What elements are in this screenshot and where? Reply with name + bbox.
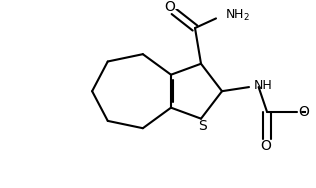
Text: O: O	[164, 0, 175, 14]
Text: NH$_2$: NH$_2$	[225, 8, 250, 23]
Text: O: O	[299, 105, 309, 119]
Text: O: O	[260, 139, 271, 153]
Text: NH: NH	[253, 79, 272, 92]
Text: S: S	[198, 118, 207, 133]
